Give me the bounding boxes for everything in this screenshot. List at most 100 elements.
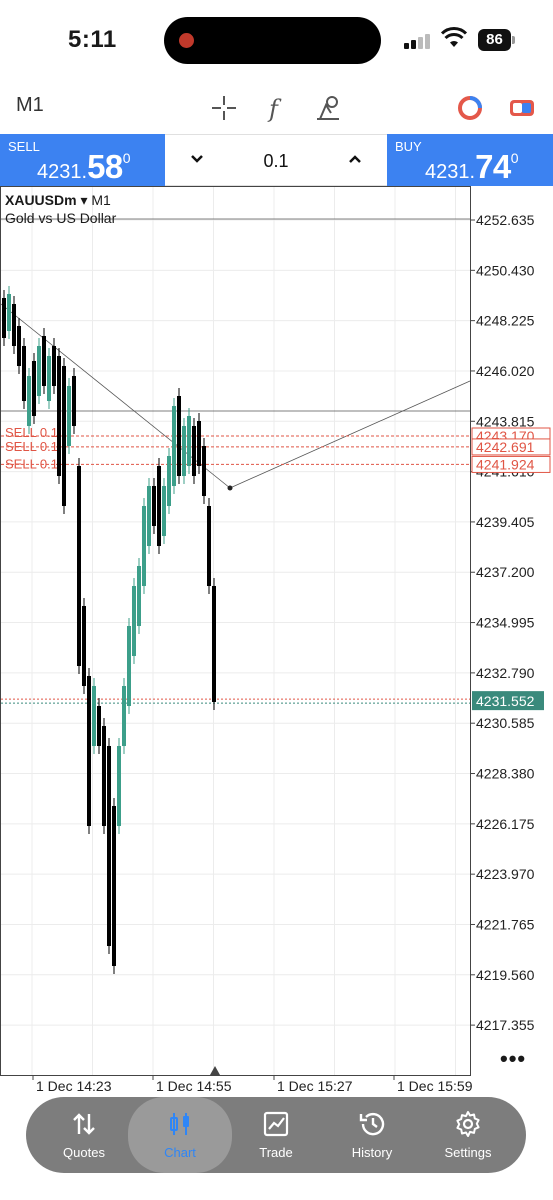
sell-button[interactable]: SELL 4231.580 bbox=[0, 134, 165, 186]
candle-body bbox=[52, 346, 56, 386]
candle-body bbox=[167, 456, 171, 506]
tab-chart[interactable]: Chart bbox=[128, 1097, 232, 1173]
time-label: 1 Dec 14:23 bbox=[36, 1078, 112, 1094]
settings-icon bbox=[456, 1111, 480, 1137]
candle-body bbox=[197, 421, 201, 466]
candle-body bbox=[122, 686, 126, 746]
candle-body bbox=[117, 746, 121, 826]
order-price-box bbox=[471, 455, 551, 473]
tab-history[interactable]: History bbox=[322, 1097, 422, 1173]
trade-panel: SELL 4231.580 0.1 BUY 4231.740 bbox=[0, 134, 553, 186]
candle-body bbox=[7, 294, 11, 331]
price-label: 4239.405 bbox=[476, 514, 535, 530]
chart-timeframe: M1 bbox=[91, 192, 111, 208]
status-bar: 5:11 86 bbox=[0, 0, 553, 82]
trend-line bbox=[0, 303, 231, 489]
symbol-dropdown-icon[interactable]: ▾ bbox=[80, 192, 92, 208]
order-price-label: 4241.924 bbox=[476, 456, 535, 472]
candle-body bbox=[152, 486, 156, 526]
timeframe-selector[interactable]: M1 bbox=[16, 94, 44, 116]
candle-body bbox=[22, 346, 26, 401]
buy-button[interactable]: BUY 4231.740 bbox=[387, 134, 553, 186]
candle-body bbox=[107, 746, 111, 946]
candle-body bbox=[147, 486, 151, 546]
candle-body bbox=[2, 298, 6, 338]
sell-label: SELL bbox=[8, 139, 40, 154]
tab-settings[interactable]: Settings bbox=[418, 1097, 518, 1173]
increase-lot-button[interactable] bbox=[345, 149, 365, 169]
indicators-icon[interactable]: f bbox=[260, 92, 292, 124]
price-label: 4219.560 bbox=[476, 967, 535, 983]
candle-body bbox=[97, 706, 101, 746]
lot-size-value[interactable]: 0.1 bbox=[263, 151, 289, 171]
tab-trade[interactable]: Trade bbox=[226, 1097, 326, 1173]
symbol-name[interactable]: XAUUSDm bbox=[5, 192, 77, 208]
candle-body bbox=[72, 376, 76, 426]
time-label: 1 Dec 15:59 bbox=[397, 1078, 473, 1094]
objects-icon[interactable] bbox=[312, 92, 344, 124]
time-label: 1 Dec 14:55 bbox=[156, 1078, 232, 1094]
chart-toolbar: M1 f bbox=[0, 82, 553, 134]
one-click-trading-icon[interactable] bbox=[454, 92, 486, 124]
candle-body bbox=[112, 806, 116, 966]
decrease-lot-button[interactable] bbox=[187, 149, 207, 169]
trade-toggle-icon[interactable] bbox=[506, 92, 538, 124]
candle-body bbox=[82, 606, 86, 686]
trend-line bbox=[229, 380, 471, 489]
dynamic-island bbox=[164, 17, 381, 64]
candle-body bbox=[47, 356, 51, 401]
candle-body bbox=[142, 506, 146, 586]
price-label: 4243.815 bbox=[476, 413, 535, 429]
price-label: 4237.200 bbox=[476, 564, 535, 580]
order-price-box bbox=[471, 438, 551, 456]
order-tag: SELL 0.1 bbox=[5, 425, 58, 440]
order-tag: SELL 0.1 bbox=[5, 439, 58, 454]
svg-text:f: f bbox=[267, 95, 282, 123]
candle-body bbox=[67, 386, 71, 446]
candle-body bbox=[157, 466, 161, 546]
candle-body bbox=[92, 686, 96, 746]
chart-symbol-info: XAUUSDm ▾ M1 Gold vs US Dollar bbox=[5, 192, 116, 226]
candle-body bbox=[132, 586, 136, 656]
candle-body bbox=[77, 466, 81, 666]
lot-size-control: 0.1 bbox=[165, 134, 387, 186]
order-tag: SELL 0.1 bbox=[5, 456, 58, 471]
price-chart[interactable]: 4252.635 4250.430 4248.225 4246.020 4243.815… bbox=[0, 186, 553, 1100]
trade-icon bbox=[263, 1111, 289, 1137]
price-label: 4217.355 bbox=[476, 1017, 535, 1033]
candle-body bbox=[137, 566, 141, 626]
candle-body bbox=[202, 446, 206, 496]
buy-price: 4231.740 bbox=[425, 148, 519, 185]
time-marker-icon bbox=[210, 1066, 220, 1075]
bottom-tab-bar: Quotes Chart Trade History Settings bbox=[26, 1097, 526, 1173]
candle-body bbox=[87, 676, 91, 826]
price-label: 4250.430 bbox=[476, 262, 535, 278]
candle-body bbox=[207, 506, 211, 586]
quotes-icon bbox=[73, 1113, 95, 1135]
chart-icon bbox=[170, 1113, 189, 1135]
price-label: 4228.380 bbox=[476, 766, 535, 782]
candle-body bbox=[37, 346, 41, 396]
candle-body bbox=[192, 426, 196, 476]
symbol-description: Gold vs US Dollar bbox=[5, 210, 117, 226]
wifi-icon bbox=[441, 27, 467, 47]
candle-body bbox=[57, 356, 61, 476]
crosshair-icon[interactable] bbox=[208, 92, 240, 124]
tab-quotes[interactable]: Quotes bbox=[34, 1097, 134, 1173]
chart-canvas[interactable]: 4252.635 4250.430 4248.225 4246.020 4243.815… bbox=[0, 186, 553, 1100]
candle-body bbox=[27, 376, 31, 426]
current-price-box bbox=[472, 691, 544, 711]
more-options-icon[interactable]: ••• bbox=[500, 1046, 527, 1071]
order-price-label: 4242.691 bbox=[476, 439, 535, 455]
price-label: 4223.970 bbox=[476, 866, 535, 882]
price-label: 4226.175 bbox=[476, 816, 535, 832]
candle-body bbox=[177, 396, 181, 476]
candle-body bbox=[212, 586, 216, 702]
price-label: 4221.765 bbox=[476, 916, 535, 932]
price-label: 4252.635 bbox=[476, 212, 535, 228]
battery-indicator: 86 bbox=[478, 29, 515, 51]
candle-body bbox=[32, 361, 36, 416]
candle-body bbox=[162, 486, 166, 536]
price-label: 4232.790 bbox=[476, 665, 535, 681]
candle-body bbox=[182, 426, 186, 476]
